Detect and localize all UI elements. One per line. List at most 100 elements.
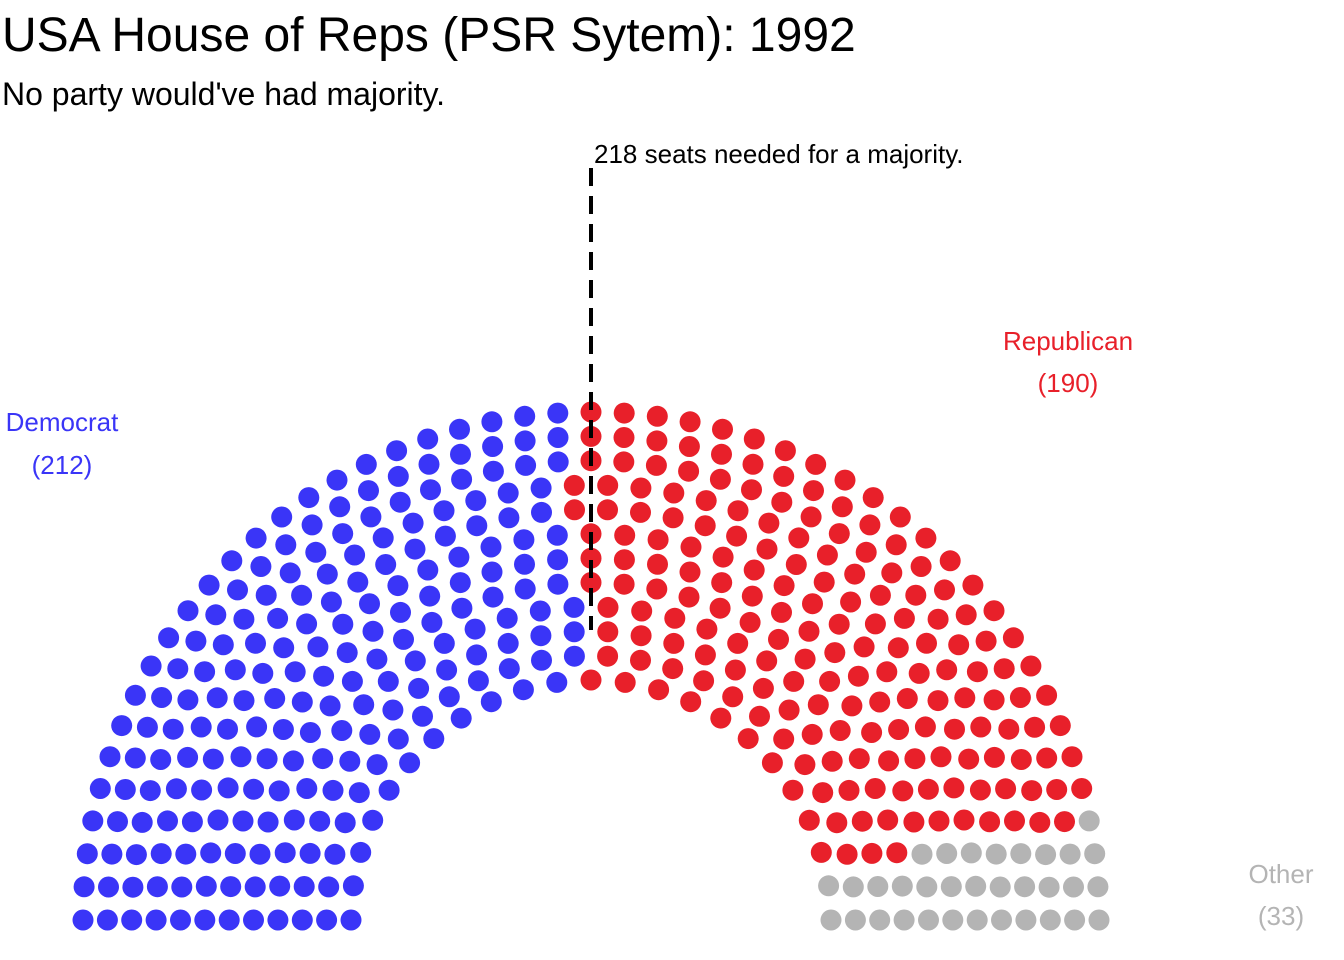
seat-republican	[679, 411, 701, 433]
seat-democrat	[224, 659, 246, 681]
seat-republican	[752, 677, 774, 699]
seat-democrat	[322, 779, 344, 801]
seat-democrat	[98, 876, 119, 898]
seat-republican	[905, 584, 927, 606]
seat-republican	[1036, 747, 1058, 769]
seat-republican	[1010, 749, 1032, 770]
seat-democrat	[185, 630, 207, 652]
seat-republican	[580, 572, 602, 593]
seat-democrat	[375, 554, 397, 575]
seat-democrat	[267, 909, 289, 931]
seat-democrat	[563, 596, 585, 618]
seat-democrat	[450, 443, 471, 465]
seat-democrat	[150, 843, 172, 865]
seat-democrat	[449, 572, 471, 594]
seat-republican	[742, 453, 764, 475]
seat-republican	[979, 811, 1001, 833]
seat-democrat	[480, 536, 502, 558]
seat-republican	[794, 648, 816, 670]
seat-other	[844, 909, 866, 931]
seat-democrat	[451, 468, 473, 490]
seat-republican	[975, 630, 997, 652]
seat-democrat	[417, 428, 439, 450]
seat-republican	[862, 487, 884, 509]
seat-democrat	[218, 909, 240, 931]
seat-other	[966, 909, 988, 931]
seat-democrat	[366, 648, 388, 670]
seat-democrat	[244, 876, 266, 898]
seat-republican	[782, 779, 804, 801]
seat-democrat	[515, 454, 537, 476]
seat-democrat	[267, 607, 289, 629]
seat-other	[911, 843, 933, 865]
seat-republican	[878, 750, 900, 772]
seat-democrat	[362, 809, 384, 831]
seat-democrat	[89, 778, 111, 799]
seat-republican	[758, 512, 780, 534]
seat-republican	[927, 608, 949, 630]
seat-democrat	[291, 584, 313, 606]
seat-democrat	[316, 563, 338, 585]
seat-democrat	[245, 527, 267, 549]
seat-democrat	[481, 561, 503, 583]
seat-republican	[889, 506, 911, 528]
seat-republican	[749, 705, 770, 727]
seat-other	[842, 876, 864, 898]
seat-democrat	[353, 694, 375, 716]
seat-republican	[887, 637, 909, 659]
seat-republican	[944, 718, 965, 740]
seat-democrat	[171, 876, 193, 898]
seat-democrat	[293, 876, 315, 897]
seat-republican	[630, 477, 652, 499]
seat-republican	[864, 778, 886, 799]
seat-other	[940, 876, 962, 898]
seat-democrat	[347, 571, 369, 593]
seat-republican	[998, 718, 1020, 740]
seat-democrat	[340, 909, 362, 931]
seat-republican	[597, 474, 619, 496]
seat-democrat	[382, 699, 404, 721]
seat-republican	[826, 812, 848, 834]
seat-republican	[580, 669, 602, 691]
seat-republican	[864, 613, 886, 635]
seat-democrat	[275, 534, 297, 556]
seat-republican	[885, 534, 907, 556]
seat-democrat	[419, 585, 441, 607]
seat-democrat	[167, 658, 189, 680]
party-label-democrat: Democrat	[6, 407, 119, 437]
seat-democrat	[399, 752, 421, 774]
seat-democrat	[466, 515, 488, 537]
seat-other	[869, 909, 891, 931]
seat-democrat	[195, 875, 217, 897]
seat-republican	[848, 748, 870, 770]
seat-republican	[737, 728, 759, 750]
seat-group	[72, 401, 1110, 931]
seat-republican	[828, 613, 850, 635]
seat-republican	[743, 428, 765, 450]
seat-republican	[828, 523, 850, 545]
seat-republican	[694, 644, 716, 666]
seat-republican	[774, 440, 796, 462]
seat-republican	[934, 579, 955, 601]
seat-democrat	[467, 670, 489, 692]
seat-republican	[1004, 810, 1025, 832]
seat-democrat	[438, 686, 460, 708]
party-label-republican: Republican	[1003, 326, 1133, 356]
seat-democrat	[151, 687, 173, 708]
seat-democrat	[121, 909, 143, 931]
seat-democrat	[466, 644, 488, 666]
seat-democrat	[150, 749, 172, 770]
seat-republican	[614, 671, 636, 693]
seat-democrat	[324, 843, 346, 865]
seat-republican	[597, 499, 618, 521]
seat-democrat	[296, 778, 318, 799]
seat-democrat	[386, 440, 408, 462]
seat-democrat	[513, 529, 535, 551]
seat-democrat	[320, 591, 342, 613]
seat-republican	[711, 443, 732, 465]
seat-democrat	[514, 553, 535, 575]
seat-republican	[647, 529, 669, 551]
seat-democrat	[359, 723, 381, 745]
seat-democrat	[299, 722, 321, 743]
seat-republican	[761, 752, 783, 774]
